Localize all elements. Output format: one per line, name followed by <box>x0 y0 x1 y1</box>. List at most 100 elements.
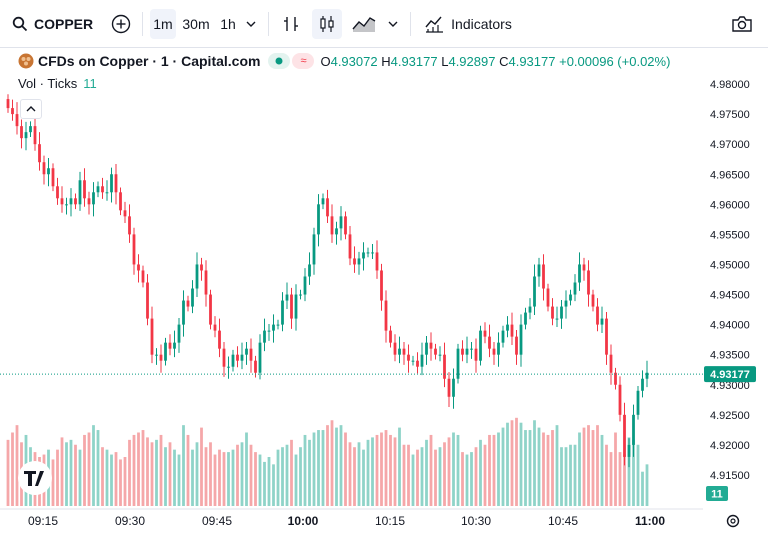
volume-bar <box>150 442 154 506</box>
chart-style-dropdown[interactable] <box>384 9 402 39</box>
candle-body <box>33 126 37 145</box>
candle-body <box>447 378 451 397</box>
price-tick-label: 4.92500 <box>710 410 750 422</box>
symbol-title[interactable]: CFDs on Copper · 1 · Capital.com <box>38 53 261 69</box>
volume-bar <box>501 427 505 506</box>
volume-bar <box>618 452 622 506</box>
snapshot-button[interactable] <box>728 9 756 39</box>
candle-body <box>456 348 460 379</box>
indicators-icon <box>425 16 444 33</box>
volume-bar <box>443 442 446 506</box>
volume-label[interactable]: Vol · Ticks <box>18 76 78 91</box>
candle-body <box>425 342 428 355</box>
volume-bar <box>173 449 176 506</box>
volume-bar <box>218 449 221 506</box>
volume-bar <box>51 459 55 506</box>
volume-bar <box>245 432 248 506</box>
volume-bar <box>492 434 496 506</box>
volume-bar <box>555 425 559 506</box>
tradingview-logo[interactable] <box>18 461 52 495</box>
candle-body <box>101 186 104 193</box>
interval-30m[interactable]: 30m <box>180 9 212 39</box>
volume-bar <box>294 454 298 506</box>
price-tick-label: 4.93500 <box>710 350 750 362</box>
volume-bar <box>438 447 442 506</box>
interval-1m[interactable]: 1m <box>150 9 176 39</box>
volume-bar <box>258 454 262 506</box>
candle-body <box>330 216 334 235</box>
candle-body <box>605 318 608 355</box>
candle-body <box>87 198 91 205</box>
data-delay-badge[interactable]: ≈ <box>292 53 315 69</box>
candle-body <box>146 282 149 319</box>
candle-body <box>312 234 316 265</box>
symbol-legend: CFDs on Copper · 1 · Capital.com ≈ O4.93… <box>18 52 670 70</box>
chart-settings-button[interactable] <box>726 514 740 528</box>
gear-icon <box>726 514 740 528</box>
price-axis[interactable]: 4.98000 4.97500 4.97000 4.96500 4.96000 4.955… <box>710 79 750 482</box>
area-style-button[interactable] <box>348 9 380 39</box>
low-value: 4.92897 <box>448 53 496 69</box>
volume-bar <box>474 447 478 506</box>
interval-1m-label: 1m <box>153 16 173 32</box>
volume-bar <box>609 452 613 506</box>
candle-body <box>308 264 311 277</box>
compare-symbol-button[interactable] <box>107 9 135 39</box>
volume-bar <box>402 444 406 506</box>
candle-body <box>231 354 235 367</box>
candle-body <box>474 348 478 361</box>
volume-bar <box>524 430 527 506</box>
candle-body <box>546 288 550 307</box>
volume-bar <box>519 422 523 506</box>
volume-bar <box>213 454 217 506</box>
volume-bar <box>123 457 127 506</box>
candle-body <box>281 300 284 325</box>
candle-body <box>267 330 271 332</box>
price-tick-label: 4.95500 <box>710 229 750 241</box>
volume-bar <box>272 464 275 506</box>
interval-1h[interactable]: 1h <box>215 9 241 39</box>
candle-body <box>182 300 185 325</box>
interval-dropdown[interactable] <box>242 9 260 39</box>
indicators-button[interactable]: Indicators <box>418 9 518 39</box>
candle-body <box>366 252 370 254</box>
volume-bar <box>177 454 181 506</box>
collapse-legend-button[interactable] <box>20 99 42 119</box>
bar-style-button[interactable] <box>276 9 306 39</box>
candle-body <box>200 264 203 271</box>
volume-bar <box>573 444 577 506</box>
time-tick-label: 10:15 <box>375 514 405 528</box>
candle-body <box>524 312 527 325</box>
time-axis[interactable]: 09:15 09:30 09:45 10:00 10:15 10:30 10:45 11:00 <box>28 514 665 528</box>
volume-bar <box>506 422 509 506</box>
candle-body <box>501 330 505 343</box>
candle-body <box>497 342 500 355</box>
volume-bar <box>398 427 401 506</box>
candles-style-button[interactable] <box>312 9 342 39</box>
candle-body <box>164 342 167 361</box>
candle-body <box>326 198 329 217</box>
symbol-search[interactable]: COPPER <box>12 9 93 39</box>
volume-bar <box>137 432 140 506</box>
candle-body <box>263 330 266 343</box>
candle-body <box>20 126 23 139</box>
candle-body <box>641 378 644 391</box>
high-label: H <box>381 53 391 69</box>
candle-body <box>510 324 514 337</box>
toolbar-divider <box>142 12 143 36</box>
candle-body <box>560 306 563 319</box>
price-chart[interactable]: 4.98000 4.97500 4.97000 4.96500 4.96000 4.955… <box>0 48 768 542</box>
search-icon <box>12 16 28 32</box>
volume-bar <box>461 452 464 506</box>
volume-bar <box>348 442 352 506</box>
candle-body <box>272 324 275 331</box>
candle-body <box>204 270 208 295</box>
volume-bar <box>596 425 599 506</box>
volume-bar <box>632 439 635 506</box>
candle-body <box>119 192 122 211</box>
time-tick-label: 10:45 <box>548 514 578 528</box>
volume-bar <box>456 434 460 506</box>
market-status-badge[interactable] <box>268 53 291 69</box>
candle-body <box>488 336 491 349</box>
volume-bar <box>276 449 280 506</box>
